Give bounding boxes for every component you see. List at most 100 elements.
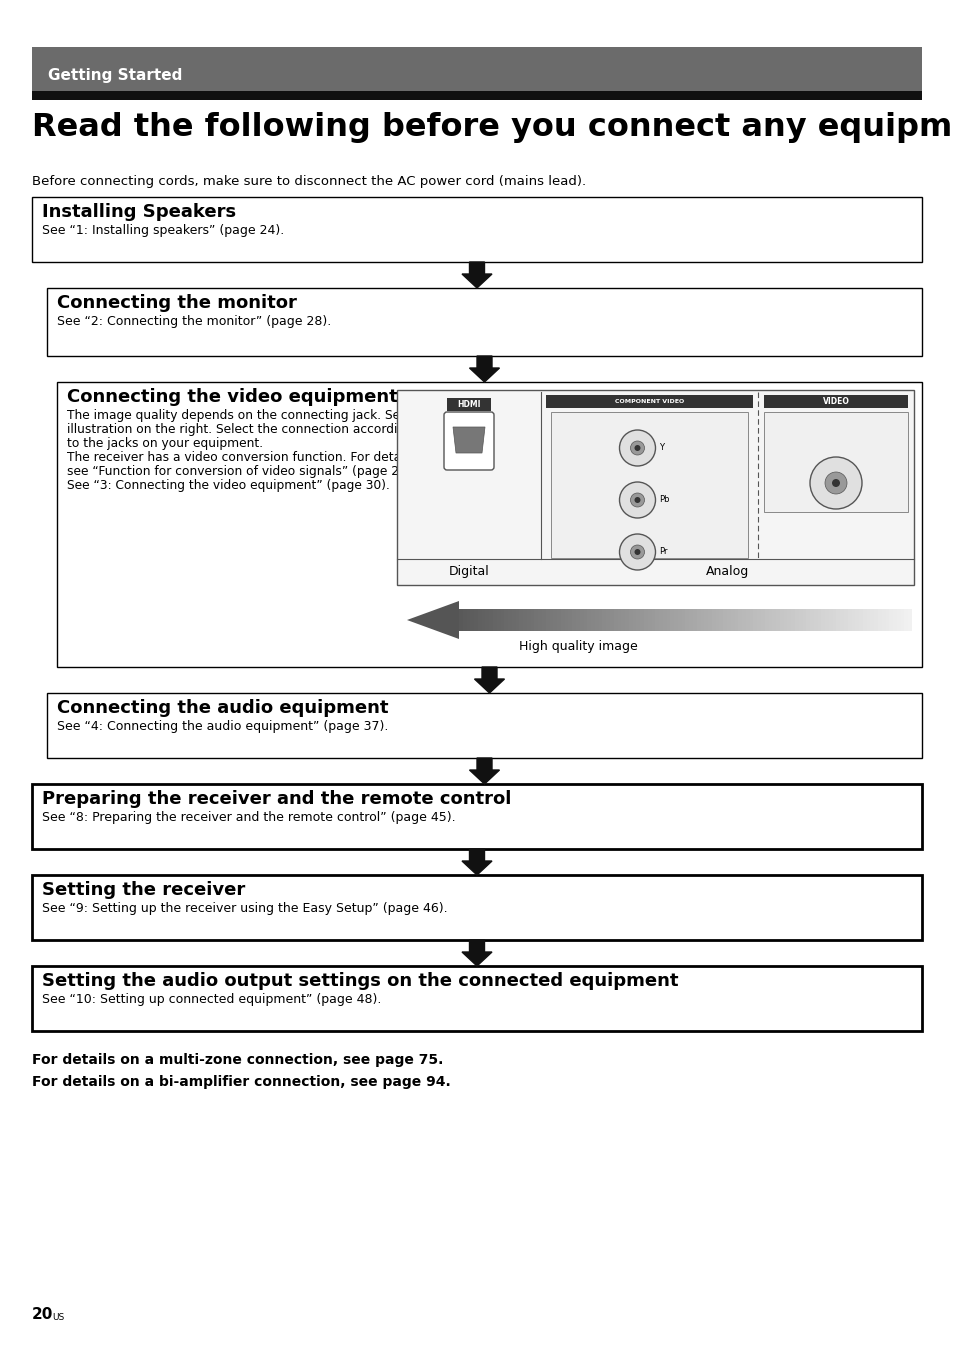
Bar	[851, 608, 855, 631]
Bar	[447, 397, 491, 411]
Bar	[655, 608, 659, 631]
Bar	[711, 608, 715, 631]
Bar	[881, 608, 884, 631]
Bar	[824, 608, 828, 631]
Bar	[865, 608, 869, 631]
Bar	[734, 608, 738, 631]
Bar	[32, 875, 921, 940]
Bar	[730, 608, 734, 631]
Polygon shape	[461, 940, 492, 965]
Polygon shape	[469, 356, 499, 383]
Bar	[583, 608, 587, 631]
Bar	[847, 608, 851, 631]
Bar	[666, 608, 670, 631]
Polygon shape	[469, 758, 499, 784]
Bar	[587, 608, 591, 631]
Bar	[681, 608, 685, 631]
Bar	[504, 608, 508, 631]
Bar	[515, 608, 518, 631]
Bar	[639, 608, 643, 631]
Text: For details on a multi-zone connection, see page 75.: For details on a multi-zone connection, …	[32, 1053, 443, 1067]
Bar	[458, 608, 462, 631]
Circle shape	[824, 472, 846, 493]
Circle shape	[630, 441, 644, 456]
Bar	[738, 608, 741, 631]
Bar	[741, 608, 745, 631]
Bar	[884, 608, 888, 631]
Bar	[568, 608, 572, 631]
Circle shape	[630, 493, 644, 507]
Bar	[530, 608, 534, 631]
Bar	[786, 608, 790, 631]
Bar	[805, 608, 809, 631]
Bar	[628, 608, 632, 631]
Text: HDMI: HDMI	[456, 400, 480, 410]
Bar	[601, 608, 605, 631]
Bar	[598, 608, 601, 631]
Bar	[613, 608, 617, 631]
Bar	[749, 608, 753, 631]
Text: COMPONENT VIDEO: COMPONENT VIDEO	[615, 399, 683, 404]
Bar	[489, 608, 493, 631]
Bar	[707, 608, 711, 631]
Bar	[647, 608, 651, 631]
Text: Before connecting cords, make sure to disconnect the AC power cord (mains lead).: Before connecting cords, make sure to di…	[32, 174, 585, 188]
Bar	[659, 608, 662, 631]
Bar	[696, 608, 700, 631]
Bar	[821, 608, 824, 631]
Bar	[809, 608, 813, 631]
Bar	[662, 608, 666, 631]
Bar	[541, 608, 545, 631]
Text: The receiver has a video conversion function. For details,: The receiver has a video conversion func…	[67, 452, 417, 464]
Text: Connecting the monitor: Connecting the monitor	[57, 293, 296, 312]
Bar	[903, 608, 907, 631]
Circle shape	[634, 498, 639, 503]
Bar	[609, 608, 613, 631]
Bar	[900, 608, 903, 631]
Bar	[518, 608, 522, 631]
Text: illustration on the right. Select the connection according: illustration on the right. Select the co…	[67, 423, 413, 435]
FancyBboxPatch shape	[443, 412, 494, 470]
Bar	[745, 608, 749, 631]
Bar	[564, 608, 568, 631]
Text: US: US	[52, 1313, 64, 1322]
Bar	[678, 608, 681, 631]
Bar	[719, 608, 722, 631]
Bar	[32, 197, 921, 262]
Text: to the jacks on your equipment.: to the jacks on your equipment.	[67, 437, 263, 450]
Bar	[768, 608, 772, 631]
Text: see “Function for conversion of video signals” (page 21).: see “Function for conversion of video si…	[67, 465, 415, 479]
Bar	[470, 608, 474, 631]
Bar	[32, 784, 921, 849]
Bar	[636, 608, 639, 631]
Bar	[763, 395, 907, 408]
Bar	[862, 608, 865, 631]
Text: 20: 20	[32, 1307, 53, 1322]
Bar	[877, 608, 881, 631]
Text: See “3: Connecting the video equipment” (page 30).: See “3: Connecting the video equipment” …	[67, 479, 390, 492]
Circle shape	[618, 430, 655, 466]
Bar	[726, 608, 730, 631]
Text: Pr: Pr	[659, 548, 667, 557]
Bar	[764, 608, 768, 631]
Text: Getting Started: Getting Started	[48, 68, 182, 82]
Text: Connecting the audio equipment: Connecting the audio equipment	[57, 699, 388, 717]
Bar	[537, 608, 541, 631]
Bar	[859, 608, 862, 631]
Bar	[512, 608, 515, 631]
Bar	[545, 395, 752, 408]
Text: See “8: Preparing the receiver and the remote control” (page 45).: See “8: Preparing the receiver and the r…	[42, 811, 456, 823]
Bar	[794, 608, 798, 631]
Circle shape	[809, 457, 862, 508]
Bar	[753, 608, 757, 631]
Circle shape	[634, 549, 639, 556]
Bar	[632, 608, 636, 631]
Bar	[32, 47, 921, 100]
Polygon shape	[453, 427, 484, 453]
Bar	[576, 608, 579, 631]
Text: Connecting the video equipment: Connecting the video equipment	[67, 388, 397, 406]
Circle shape	[831, 479, 840, 487]
Bar	[462, 608, 466, 631]
Bar	[591, 608, 595, 631]
Bar	[817, 608, 821, 631]
